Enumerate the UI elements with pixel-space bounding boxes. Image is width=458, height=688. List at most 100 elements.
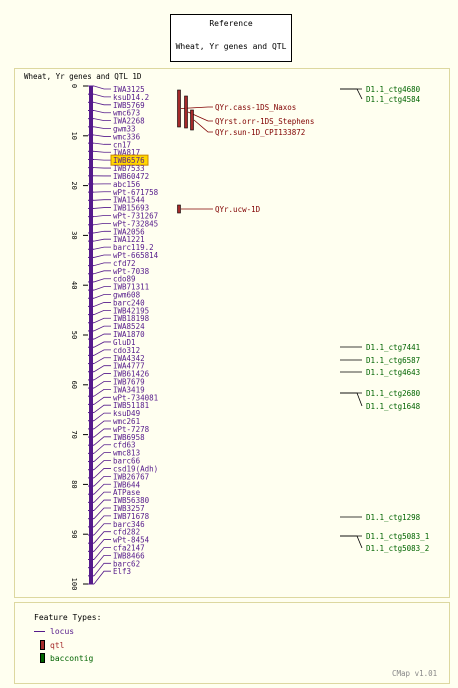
marker-label[interactable]: wPt-7038 (113, 267, 150, 276)
contig-label[interactable]: D1.1_ctg5083_2 (366, 544, 429, 553)
marker-label[interactable]: cfa2147 (113, 543, 145, 552)
marker-label[interactable]: wPt-731267 (113, 211, 158, 220)
marker-label[interactable]: IWB6576 (113, 156, 145, 165)
marker-label[interactable]: IWB7679 (113, 377, 145, 386)
marker-label[interactable]: IWA8524 (113, 322, 145, 331)
marker-label[interactable]: IWA3125 (113, 85, 145, 94)
contig-label[interactable]: D1.1_ctg7441 (366, 343, 420, 352)
marker-label[interactable]: IWA4777 (113, 362, 145, 371)
marker-label[interactable]: IWB42195 (113, 306, 149, 315)
marker-connector (93, 101, 111, 106)
marker-label[interactable]: ATPase (113, 488, 141, 497)
marker-label[interactable]: cdo312 (113, 346, 140, 355)
marker-label[interactable]: IWB26767 (113, 472, 149, 481)
marker-connector (93, 452, 111, 462)
qtl-bar[interactable] (190, 109, 194, 131)
contig-label[interactable]: D1.1_ctg4584 (366, 95, 421, 104)
marker-label[interactable]: IWB6958 (113, 433, 145, 442)
marker-label[interactable]: IWA1221 (113, 235, 145, 244)
marker-label[interactable]: IWB8466 (113, 551, 145, 560)
marker-label[interactable]: wmc813 (113, 449, 140, 458)
marker-connector (93, 238, 111, 242)
marker-label[interactable]: IWA1544 (113, 196, 145, 205)
legend-item-locus: locus (34, 627, 74, 636)
qtl-bar[interactable] (184, 95, 188, 129)
marker-label[interactable]: barc119.2 (113, 243, 154, 252)
marker-connector (93, 570, 111, 585)
contig-label[interactable]: D1.1_ctg2680 (366, 389, 421, 398)
marker-label[interactable]: barc346 (113, 520, 145, 529)
qtl-bar[interactable] (177, 89, 181, 128)
legend-title: Feature Types: (34, 613, 102, 622)
marker-label[interactable]: wPt-671758 (113, 188, 159, 197)
marker-label[interactable]: cfd63 (113, 441, 136, 450)
marker-connector (93, 547, 111, 560)
qtl-label[interactable]: QYr.ucw-1D (215, 205, 261, 214)
marker-label[interactable]: gwm608 (113, 291, 141, 300)
marker-label[interactable]: IWA4342 (113, 354, 145, 363)
marker-label[interactable]: wPt-8454 (113, 536, 150, 545)
marker-label[interactable]: IWB644 (113, 480, 141, 489)
marker-label[interactable]: IWA1870 (113, 330, 145, 339)
marker-label[interactable]: GluD1 (113, 338, 136, 347)
marker-label[interactable]: ksuD14.2 (113, 93, 149, 102)
marker-connector (93, 286, 111, 291)
marker-label[interactable]: barc62 (113, 559, 140, 568)
marker-label[interactable]: IWB15693 (113, 204, 149, 213)
axis-tick-label: 30 (70, 231, 78, 239)
marker-label[interactable]: IWA2268 (113, 117, 145, 126)
marker-label[interactable]: wPt-665814 (113, 251, 159, 260)
contig-label[interactable]: D1.1_ctg4643 (366, 368, 420, 377)
contig-label[interactable]: D1.1_ctg6587 (366, 356, 420, 365)
marker-label[interactable]: csd19(Adh) (113, 464, 158, 473)
marker-connector (93, 159, 111, 161)
marker-label[interactable]: cfd72 (113, 259, 136, 268)
marker-connector (93, 302, 111, 307)
marker-label[interactable]: gwm33 (113, 125, 136, 134)
marker-label[interactable]: Elf3 (113, 567, 131, 576)
qtl-label[interactable]: QYr.cass-1DS_Naxos (215, 103, 296, 112)
qtl-bar[interactable] (177, 204, 181, 214)
marker-label[interactable]: IWB60472 (113, 172, 149, 181)
qtl-label[interactable]: QYr.sun-1D_CPI133872 (215, 128, 305, 137)
marker-label[interactable]: IWB71678 (113, 512, 150, 521)
marker-label[interactable]: IWB51181 (113, 401, 149, 410)
marker-label[interactable]: cdo89 (113, 275, 136, 284)
marker-connector (93, 118, 111, 122)
marker-label[interactable]: barc66 (113, 457, 141, 466)
marker-label[interactable]: IWB18198 (113, 314, 150, 323)
marker-connector (93, 341, 111, 348)
marker-label[interactable]: IWB7533 (113, 164, 145, 173)
marker-label[interactable]: IWB3257 (113, 504, 145, 513)
contig-connector (340, 392, 363, 407)
contig-label[interactable]: D1.1_ctg5083_1 (366, 532, 429, 541)
marker-label[interactable]: cfd282 (113, 528, 140, 537)
marker-connector (93, 396, 111, 405)
marker-label[interactable]: IWA3419 (113, 385, 145, 394)
qtl-label[interactable]: QYrst.orr-1DS_Stephens (215, 117, 314, 126)
marker-label[interactable]: abc156 (113, 180, 141, 189)
marker-label[interactable]: barc240 (113, 298, 145, 307)
marker-label[interactable]: wPt-734081 (113, 393, 158, 402)
marker-label[interactable]: wmc336 (113, 132, 141, 141)
marker-label[interactable]: IWB5769 (113, 101, 145, 110)
marker-label[interactable]: wPt-732845 (113, 219, 158, 228)
marker-label[interactable]: IWB61426 (113, 370, 150, 379)
marker-label[interactable]: IWB71311 (113, 283, 149, 292)
marker-label[interactable]: wmc673 (113, 109, 140, 118)
contig-label[interactable]: D1.1_ctg4680 (366, 85, 421, 94)
marker-label[interactable]: IWA817 (113, 148, 140, 157)
marker-connector (93, 254, 111, 258)
marker-label[interactable]: wPt-7278 (113, 425, 150, 434)
contig-label[interactable]: D1.1_ctg1648 (366, 402, 421, 411)
marker-connector (93, 444, 111, 454)
marker-label[interactable]: ksuD49 (113, 409, 140, 418)
contig-label[interactable]: D1.1_ctg1298 (366, 513, 421, 522)
marker-label[interactable]: cn17 (113, 140, 131, 149)
marker-connector (93, 349, 111, 356)
marker-label[interactable]: IWA2056 (113, 227, 145, 236)
marker-label[interactable]: wmc261 (113, 417, 140, 426)
marker-label[interactable]: IWB56380 (113, 496, 150, 505)
marker-connector (93, 554, 111, 568)
marker-connector (93, 491, 111, 503)
